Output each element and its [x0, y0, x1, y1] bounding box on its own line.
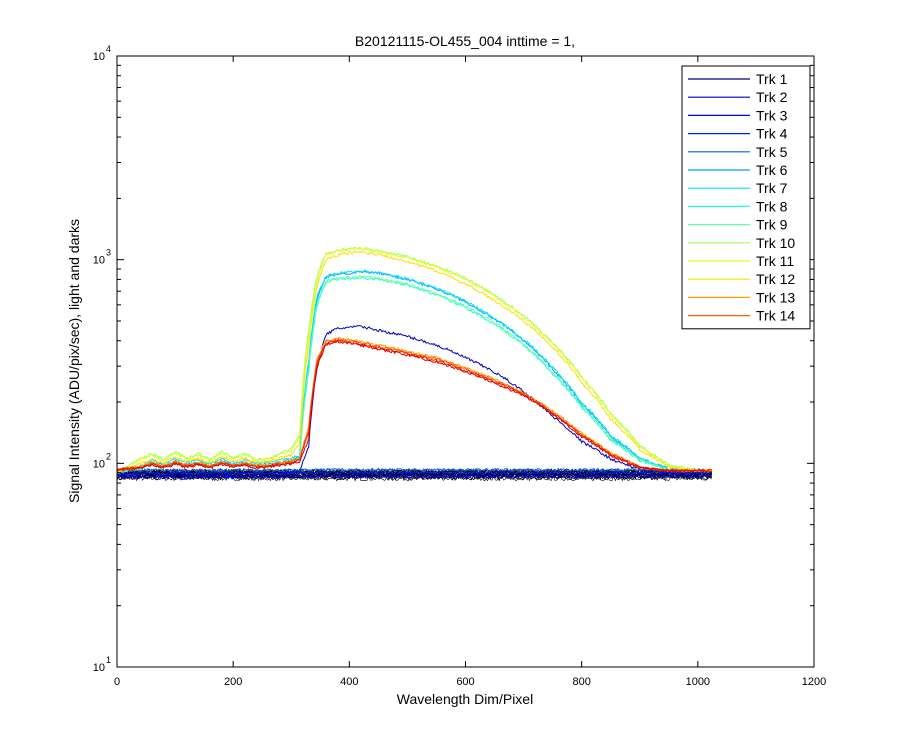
- legend-entry: Trk 3: [756, 107, 788, 123]
- legend-box: [681, 65, 811, 330]
- legend-entry: Trk 9: [756, 217, 788, 233]
- series-line-2: [116, 324, 713, 477]
- series-line-5: [116, 467, 713, 473]
- legend-entry: Trk 5: [756, 144, 788, 160]
- y-axis-label: Signal Intensity (ADU/pix/sec), light an…: [66, 219, 82, 503]
- series-line-7: [116, 269, 713, 474]
- legend-entry: Trk 6: [756, 162, 788, 178]
- x-tick-label: 800: [572, 676, 590, 688]
- series-line-15: [116, 339, 712, 473]
- series-line-12: [116, 250, 712, 474]
- legend-entry: Trk 12: [756, 271, 795, 287]
- legend-entry: Trk 4: [756, 126, 788, 142]
- legend-entry: Trk 14: [756, 308, 795, 324]
- x-tick-label: 600: [456, 676, 474, 688]
- x-axis-ticks: 0 200 400 600 800 1000 1200: [114, 56, 826, 688]
- dark-trace-1: [116, 475, 712, 482]
- x-tick-label: 1200: [802, 676, 826, 688]
- legend: Trk 1 Trk 2 Trk 3 Trk 4 Trk 5 Trk 6 Trk 7 Trk 8…: [681, 65, 811, 330]
- legend-entry: Trk 11: [756, 253, 794, 269]
- legend-entry: Trk 13: [756, 289, 795, 305]
- x-tick-label: 200: [224, 676, 242, 688]
- legend-entry: Trk 7: [756, 180, 788, 196]
- series-line-3: [116, 474, 713, 480]
- y-tick-exponent: 2: [106, 451, 111, 461]
- x-tick-label: 400: [340, 676, 358, 688]
- legend-entry: Trk 8: [756, 198, 788, 214]
- y-tick-label: 10: [93, 458, 105, 470]
- series-lines: [116, 246, 713, 480]
- y-tick-exponent: 1: [106, 655, 111, 665]
- x-tick-label: 1000: [686, 676, 710, 688]
- legend-entry: Trk 10: [756, 235, 795, 251]
- legend-entry: Trk 2: [756, 89, 788, 105]
- x-tick-label: 0: [114, 676, 120, 688]
- y-tick-label: 10: [93, 255, 105, 267]
- series-line-11: [116, 246, 713, 474]
- x-axis-label: Wavelength Dim/Pixel: [397, 691, 533, 707]
- series-line-4: [116, 470, 712, 476]
- chart-title: B20121115-OL455_004 inttime = 1,: [355, 33, 575, 49]
- y-tick-label: 10: [93, 51, 105, 63]
- legend-entry: Trk 1: [756, 71, 788, 87]
- y-tick-exponent: 4: [106, 44, 111, 54]
- y-tick-label: 10: [93, 662, 105, 674]
- y-tick-exponent: 3: [106, 248, 111, 258]
- series-line-16: [116, 339, 712, 473]
